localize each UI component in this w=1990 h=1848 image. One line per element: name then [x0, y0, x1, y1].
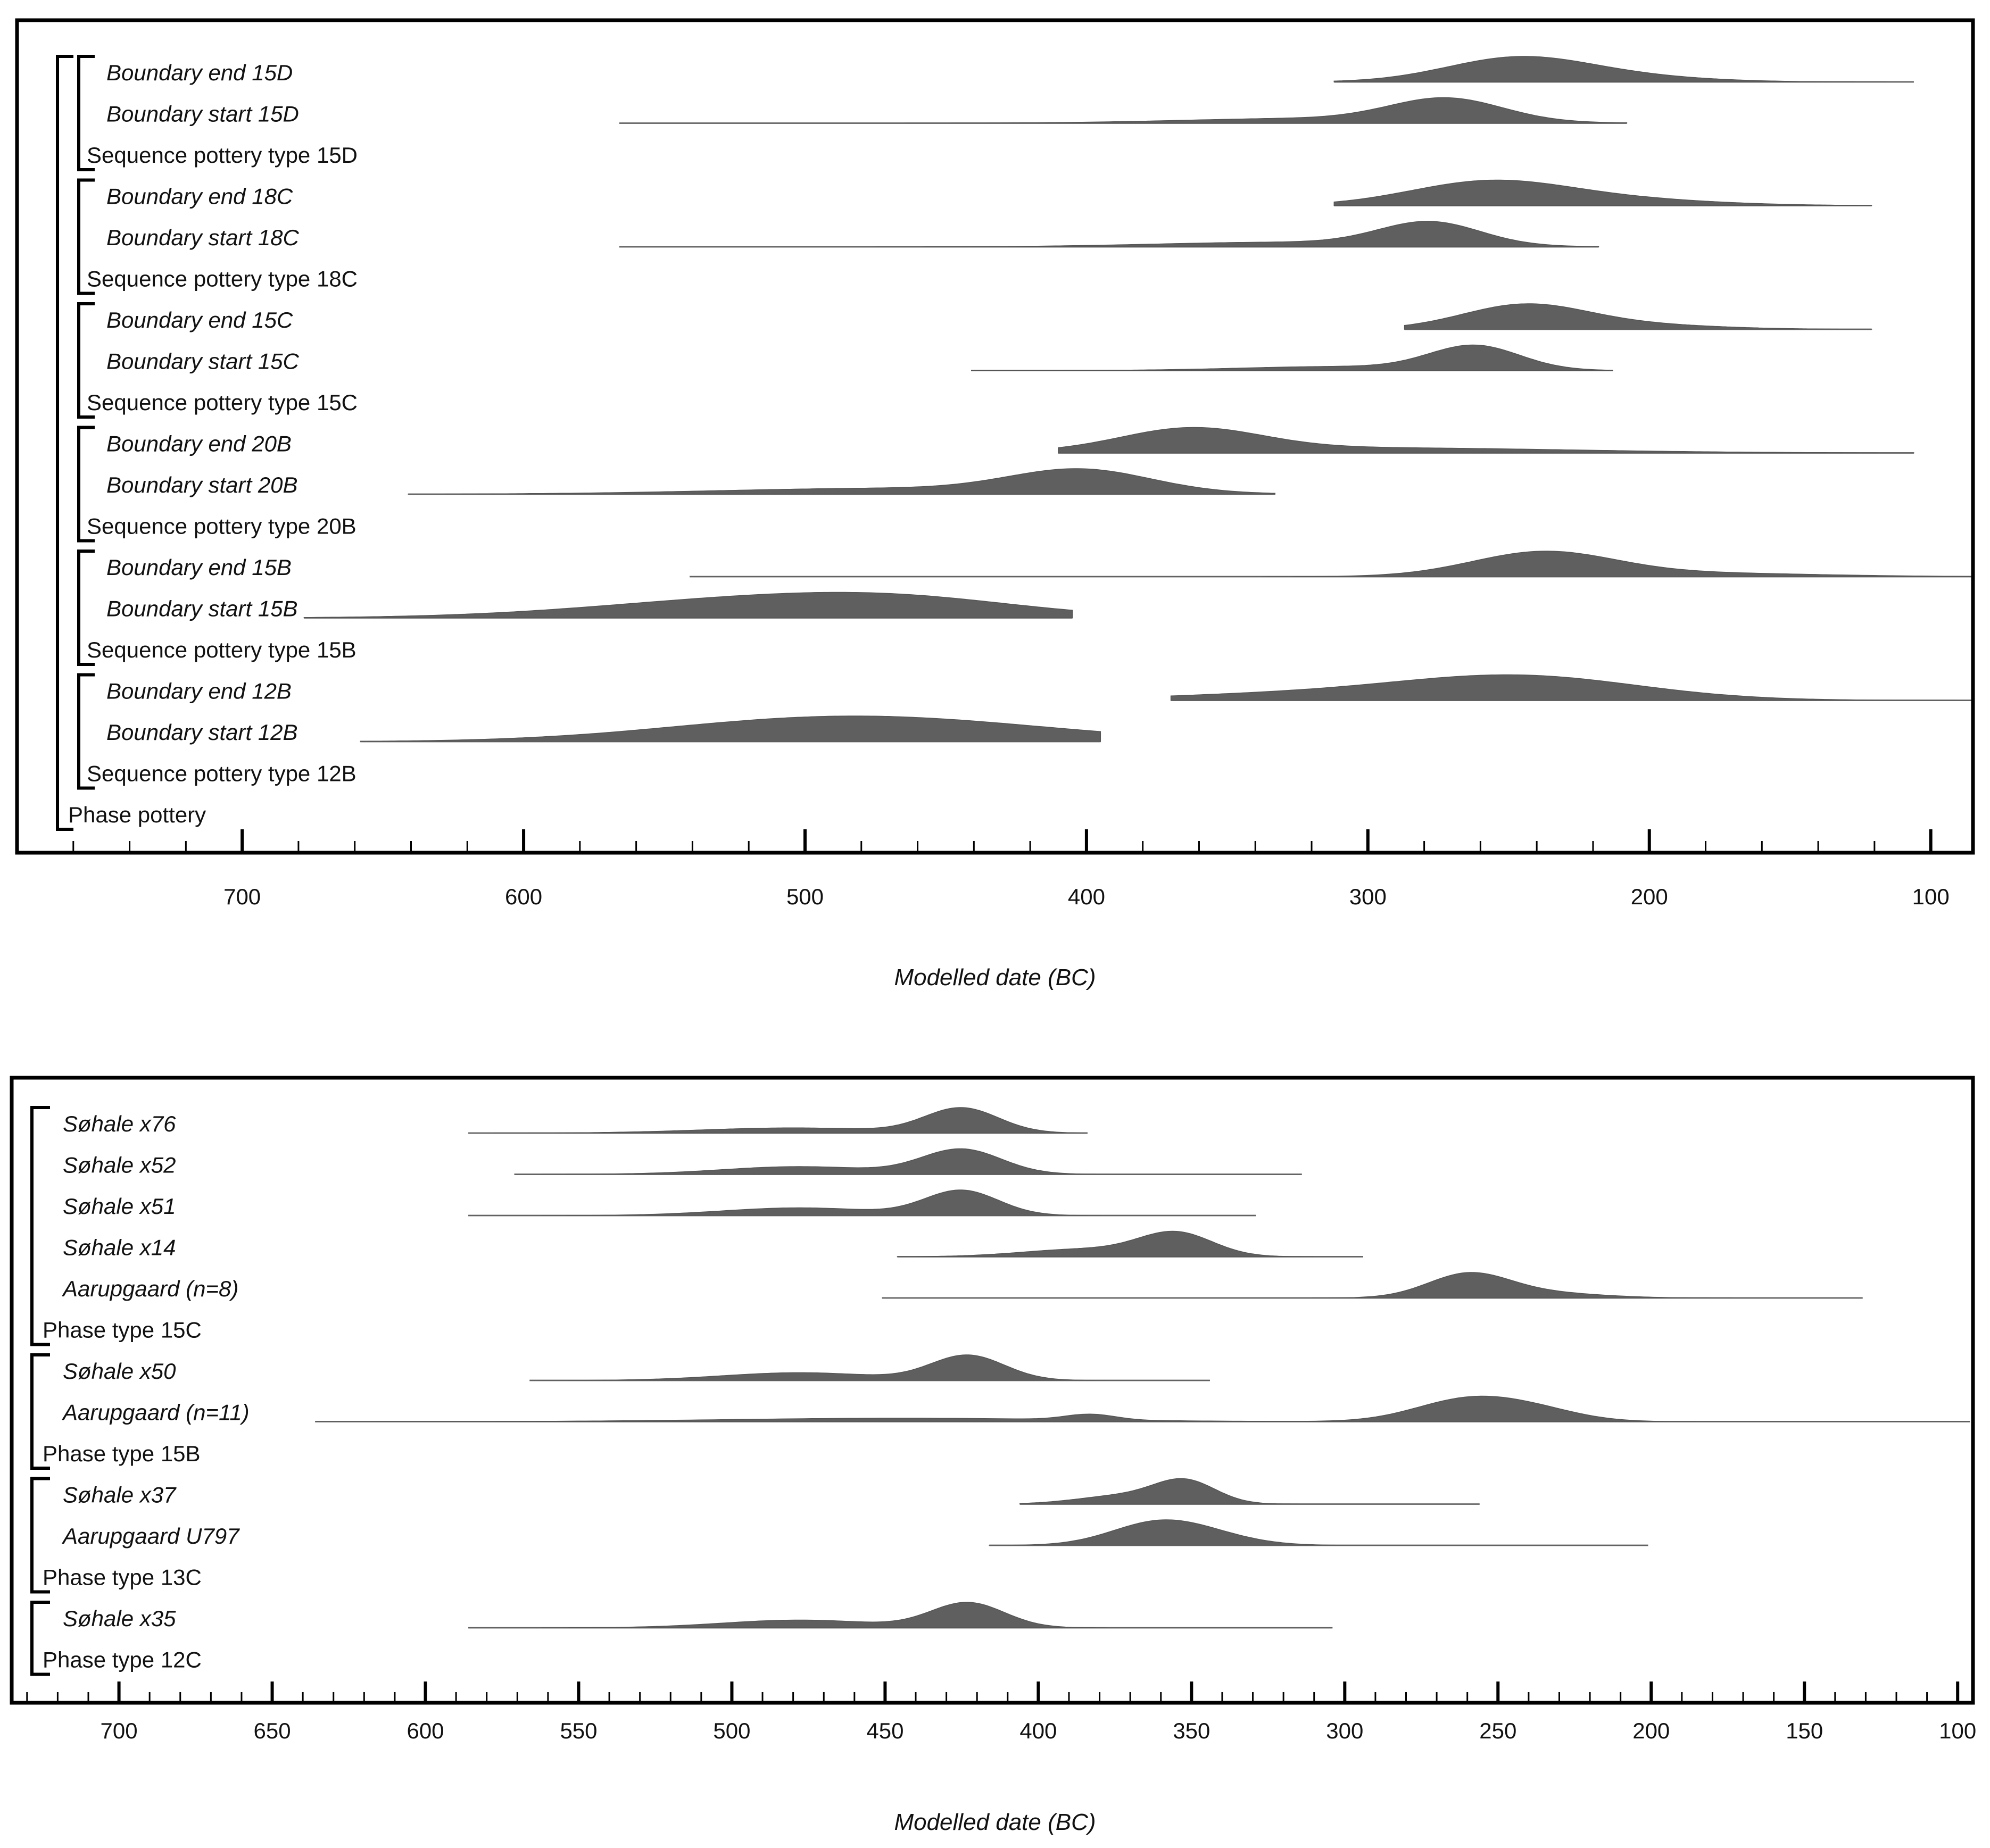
density-sohale-x37 [1019, 1478, 1480, 1505]
bracket-sequence-pottery-type-15b [77, 550, 95, 666]
tick-label-650: 650 [254, 1718, 291, 1743]
tick-label-600: 600 [505, 884, 542, 909]
bracket-phase-type-15c [30, 1106, 50, 1346]
row-label-boundary-start-20b: Boundary start 20B [106, 472, 298, 497]
tick-label-400: 400 [1019, 1718, 1057, 1743]
group-label-sequence-pottery-type-12b: Sequence pottery type 12B [87, 761, 356, 786]
bracket-sequence-pottery-type-20b [77, 426, 95, 543]
row-label-boundary-end-15b: Boundary end 15B [106, 555, 292, 580]
group-label-phase-type-15c: Phase type 15C [43, 1318, 202, 1343]
tick-label-100: 100 [1912, 884, 1950, 909]
row-label-boundary-start-15d: Boundary start 15D [106, 102, 299, 127]
tick-label-150: 150 [1786, 1718, 1823, 1743]
density-boundary-start-12b [360, 715, 1101, 742]
density-sohale-x35 [468, 1602, 1333, 1628]
density-sohale-x14 [897, 1230, 1363, 1258]
plot-frame [15, 18, 1975, 855]
group-label-sequence-pottery-type-20b: Sequence pottery type 20B [87, 514, 356, 539]
chart-panel-top: Boundary end 15D Boundary start 15D Sequen… [15, 18, 1975, 990]
bracket-phase-pottery [56, 55, 73, 831]
density-boundary-end-15b [690, 551, 1974, 577]
tick-label-200: 200 [1631, 884, 1668, 909]
density-aarupgaard-n-11 [315, 1395, 1970, 1422]
tick-label-600: 600 [407, 1718, 444, 1743]
tick-label-400: 400 [1068, 884, 1105, 909]
x-axis-title: Modelled date (BC) [894, 964, 1096, 990]
density-sohale-x50 [529, 1354, 1210, 1381]
row-label-aarupgaard-u797: Aarupgaard U797 [61, 1524, 240, 1549]
row-label-sohale-x37: Søhale x37 [63, 1483, 177, 1508]
row-label-boundary-end-20b: Boundary end 20B [106, 431, 292, 456]
density-boundary-start-20b [408, 468, 1276, 495]
bracket-sequence-pottery-type-15c [77, 302, 95, 419]
bracket-phase-type-12c [30, 1601, 50, 1676]
row-label-boundary-end-18c: Boundary end 18C [106, 184, 293, 209]
density-sohale-x76 [468, 1107, 1088, 1134]
row-label-sohale-x50: Søhale x50 [63, 1359, 176, 1384]
bracket-phase-type-15b [30, 1353, 50, 1470]
density-boundary-start-18c [619, 221, 1599, 247]
x-axis-title: Modelled date (BC) [894, 1809, 1096, 1835]
density-sohale-x51 [468, 1189, 1256, 1216]
group-label-phase-pottery: Phase pottery [68, 802, 206, 827]
tick-label-300: 300 [1349, 884, 1387, 909]
row-label-boundary-start-12b: Boundary start 12B [106, 720, 298, 745]
group-label-sequence-pottery-type-18c: Sequence pottery type 18C [87, 267, 358, 292]
group-label-phase-type-13c: Phase type 13C [43, 1565, 202, 1590]
density-aarupgaard-u797 [989, 1519, 1648, 1546]
density-boundary-start-15b [303, 592, 1073, 619]
density-boundary-end-12b [1170, 674, 1973, 701]
row-label-boundary-start-15c: Boundary start 15C [106, 349, 300, 374]
row-label-sohale-x35: Søhale x35 [63, 1606, 176, 1631]
row-label-sohale-x76: Søhale x76 [63, 1111, 176, 1136]
density-boundary-end-20b [1058, 427, 1914, 454]
bracket-sequence-pottery-type-18c [77, 178, 95, 295]
tick-label-450: 450 [866, 1718, 903, 1743]
tick-label-550: 550 [560, 1718, 597, 1743]
density-boundary-end-15c [1404, 303, 1872, 330]
group-label-sequence-pottery-type-15b: Sequence pottery type 15B [87, 637, 356, 662]
density-sohale-x52 [514, 1148, 1302, 1175]
density-boundary-start-15d [619, 97, 1628, 124]
bracket-sequence-pottery-type-15d [77, 55, 95, 171]
chart-panel-bottom: Søhale x76 Søhale x52 Søhale x51 Søhale x14… [10, 1076, 1976, 1835]
tick-label-300: 300 [1326, 1718, 1363, 1743]
row-label-aarupgaard-n-8: Aarupgaard (n=8) [61, 1276, 238, 1301]
tick-label-100: 100 [1939, 1718, 1976, 1743]
tick-label-500: 500 [713, 1718, 750, 1743]
row-label-sohale-x51: Søhale x51 [63, 1194, 176, 1219]
row-label-aarupgaard-n-11: Aarupgaard (n=11) [61, 1400, 250, 1425]
tick-label-350: 350 [1173, 1718, 1210, 1743]
density-boundary-end-18c [1333, 179, 1872, 206]
tick-label-700: 700 [223, 884, 261, 909]
tick-label-700: 700 [101, 1718, 138, 1743]
density-aarupgaard-n-8 [882, 1272, 1863, 1298]
density-boundary-start-15c [971, 344, 1613, 371]
row-label-sohale-x14: Søhale x14 [63, 1235, 176, 1260]
group-label-sequence-pottery-type-15c: Sequence pottery type 15C [87, 390, 358, 415]
tick-label-500: 500 [786, 884, 824, 909]
group-label-sequence-pottery-type-15d: Sequence pottery type 15D [87, 143, 358, 168]
density-boundary-end-15d [1333, 56, 1914, 82]
row-label-boundary-end-15d: Boundary end 15D [106, 60, 293, 85]
bracket-phase-type-13c [30, 1477, 50, 1594]
plot-frame [10, 1076, 1975, 1705]
row-label-boundary-start-18c: Boundary start 18C [106, 225, 300, 250]
tick-label-250: 250 [1479, 1718, 1516, 1743]
row-label-sohale-x52: Søhale x52 [63, 1153, 176, 1178]
row-label-boundary-start-15b: Boundary start 15B [106, 596, 298, 621]
group-label-phase-type-15b: Phase type 15B [43, 1441, 201, 1466]
tick-label-200: 200 [1632, 1718, 1670, 1743]
row-label-boundary-end-12b: Boundary end 12B [106, 679, 292, 704]
row-label-boundary-end-15c: Boundary end 15C [106, 307, 293, 332]
group-label-phase-type-12c: Phase type 12C [43, 1647, 202, 1672]
bracket-sequence-pottery-type-12b [77, 673, 95, 790]
